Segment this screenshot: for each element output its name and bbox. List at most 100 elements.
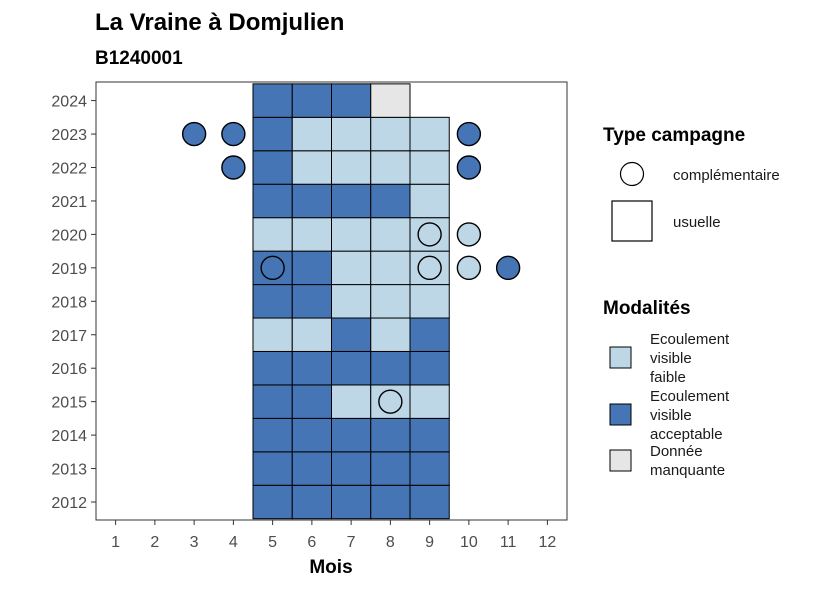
tile-2024-7 [331, 83, 372, 118]
tile-2017-9 [409, 317, 450, 352]
tile-2024-8 [370, 83, 411, 118]
y-tick-label-2019: 2019 [51, 261, 87, 278]
tile-2019-7 [331, 250, 372, 286]
tile-2015-7 [331, 384, 372, 419]
tile-2012-6 [291, 484, 332, 520]
tile-2016-5 [252, 350, 293, 386]
point-2015-8 [378, 389, 403, 414]
tile-2012-9 [409, 484, 450, 520]
tile-2019-6 [291, 250, 332, 286]
x-tick-label-8: 8 [386, 534, 395, 551]
legend-label-usuelle: usuelle [673, 214, 721, 231]
tile-2015-5 [252, 384, 293, 419]
point-2020-9 [417, 222, 442, 247]
tile-2017-6 [291, 317, 332, 352]
x-tick-label-4: 4 [229, 534, 238, 551]
tile-2013-7 [331, 451, 372, 486]
x-tick-label-3: 3 [190, 534, 199, 551]
tile-2012-8 [370, 484, 411, 520]
point-2022-10 [456, 155, 482, 180]
y-tick-label-2017: 2017 [51, 328, 87, 345]
tile-2022-6 [291, 150, 332, 185]
tile-2021-7 [331, 183, 372, 219]
tile-2022-5 [252, 150, 293, 185]
tile-2014-6 [291, 417, 332, 453]
tile-2015-6 [291, 384, 332, 419]
legend-label-faible-3: faible [650, 369, 686, 386]
y-tick-label-2018: 2018 [51, 294, 87, 311]
legend-key-manquante [609, 449, 632, 472]
y-tick-label-2021: 2021 [51, 194, 87, 211]
point-2020-10 [456, 222, 482, 247]
legend-label-acceptable-1: Ecoulement [650, 388, 730, 405]
x-tick-label-6: 6 [307, 534, 316, 551]
x-tick-label-10: 10 [460, 534, 478, 551]
point-2023-10 [456, 121, 482, 147]
legend-key-faible [609, 346, 632, 369]
legend-square-symbol [611, 200, 653, 242]
legend-label-faible-1: Ecoulement [650, 331, 730, 348]
y-tick-label-2023: 2023 [51, 127, 87, 144]
point-2022-4 [221, 155, 246, 180]
tile-2018-8 [370, 284, 411, 319]
points-layer [181, 121, 521, 414]
x-tick-label-12: 12 [538, 534, 556, 551]
x-tick-label-1: 1 [111, 534, 120, 551]
tile-2018-6 [291, 284, 332, 319]
y-tick-label-2015: 2015 [51, 395, 87, 412]
tile-2023-5 [252, 116, 293, 152]
y-tick-label-2024: 2024 [51, 94, 87, 111]
legend-label-manquante-1: Donnée [650, 443, 703, 460]
legend-label-manquante-2: manquante [650, 462, 725, 479]
tile-2016-8 [370, 350, 411, 386]
tile-2021-5 [252, 183, 293, 219]
tile-2017-5 [252, 317, 293, 352]
tile-2020-6 [291, 217, 332, 252]
tile-2020-7 [331, 217, 372, 252]
tile-2016-9 [409, 350, 450, 386]
tile-2017-7 [331, 317, 372, 352]
tile-2014-7 [331, 417, 372, 453]
tile-2021-8 [370, 183, 411, 219]
y-axis: 2012 2013 2014 2015 2016 2017 2018 2019 2020 2021… [51, 94, 96, 512]
point-2019-9 [417, 255, 442, 281]
tile-2024-6 [291, 83, 332, 118]
tile-2018-7 [331, 284, 372, 319]
legend-mod-title: Modalités [603, 298, 691, 319]
x-tick-label-7: 7 [347, 534, 356, 551]
x-tick-label-2: 2 [150, 534, 159, 551]
tile-2023-8 [370, 116, 411, 152]
x-axis: 1 2 3 4 5 6 7 8 9 10 11 12 [111, 520, 556, 551]
tile-2015-9 [409, 384, 450, 419]
tiles-layer [252, 83, 450, 520]
point-2019-10 [456, 255, 482, 281]
legend-type-campagne: Type campagne complémentaire usuelle [603, 125, 780, 242]
legend-label-complementaire: complémentaire [673, 167, 780, 184]
chart-title: La Vraine à Domjulien [95, 9, 344, 36]
tile-2023-7 [331, 116, 372, 152]
tile-2019-8 [370, 250, 411, 286]
legend-type-title: Type campagne [603, 125, 745, 146]
legend-circle-symbol [619, 161, 645, 187]
legend-label-acceptable-2: visible [650, 407, 692, 424]
tile-2016-6 [291, 350, 332, 386]
point-2019-11 [495, 255, 521, 281]
tile-2020-8 [370, 217, 411, 252]
tile-2023-9 [409, 116, 450, 152]
point-2019-5 [260, 255, 285, 281]
tile-2013-6 [291, 451, 332, 486]
point-2023-3 [181, 121, 207, 147]
tile-2018-9 [409, 284, 450, 319]
legend-key-acceptable [609, 403, 632, 426]
tile-2020-5 [252, 217, 293, 252]
tile-2012-5 [252, 484, 293, 520]
x-tick-label-11: 11 [500, 534, 517, 551]
tile-2021-6 [291, 183, 332, 219]
tile-2014-8 [370, 417, 411, 453]
y-tick-label-2020: 2020 [51, 227, 87, 244]
tile-2017-8 [370, 317, 411, 352]
y-tick-label-2014: 2014 [51, 428, 87, 445]
y-tick-label-2022: 2022 [51, 161, 87, 178]
tile-2024-5 [252, 83, 293, 118]
tile-2022-7 [331, 150, 372, 185]
